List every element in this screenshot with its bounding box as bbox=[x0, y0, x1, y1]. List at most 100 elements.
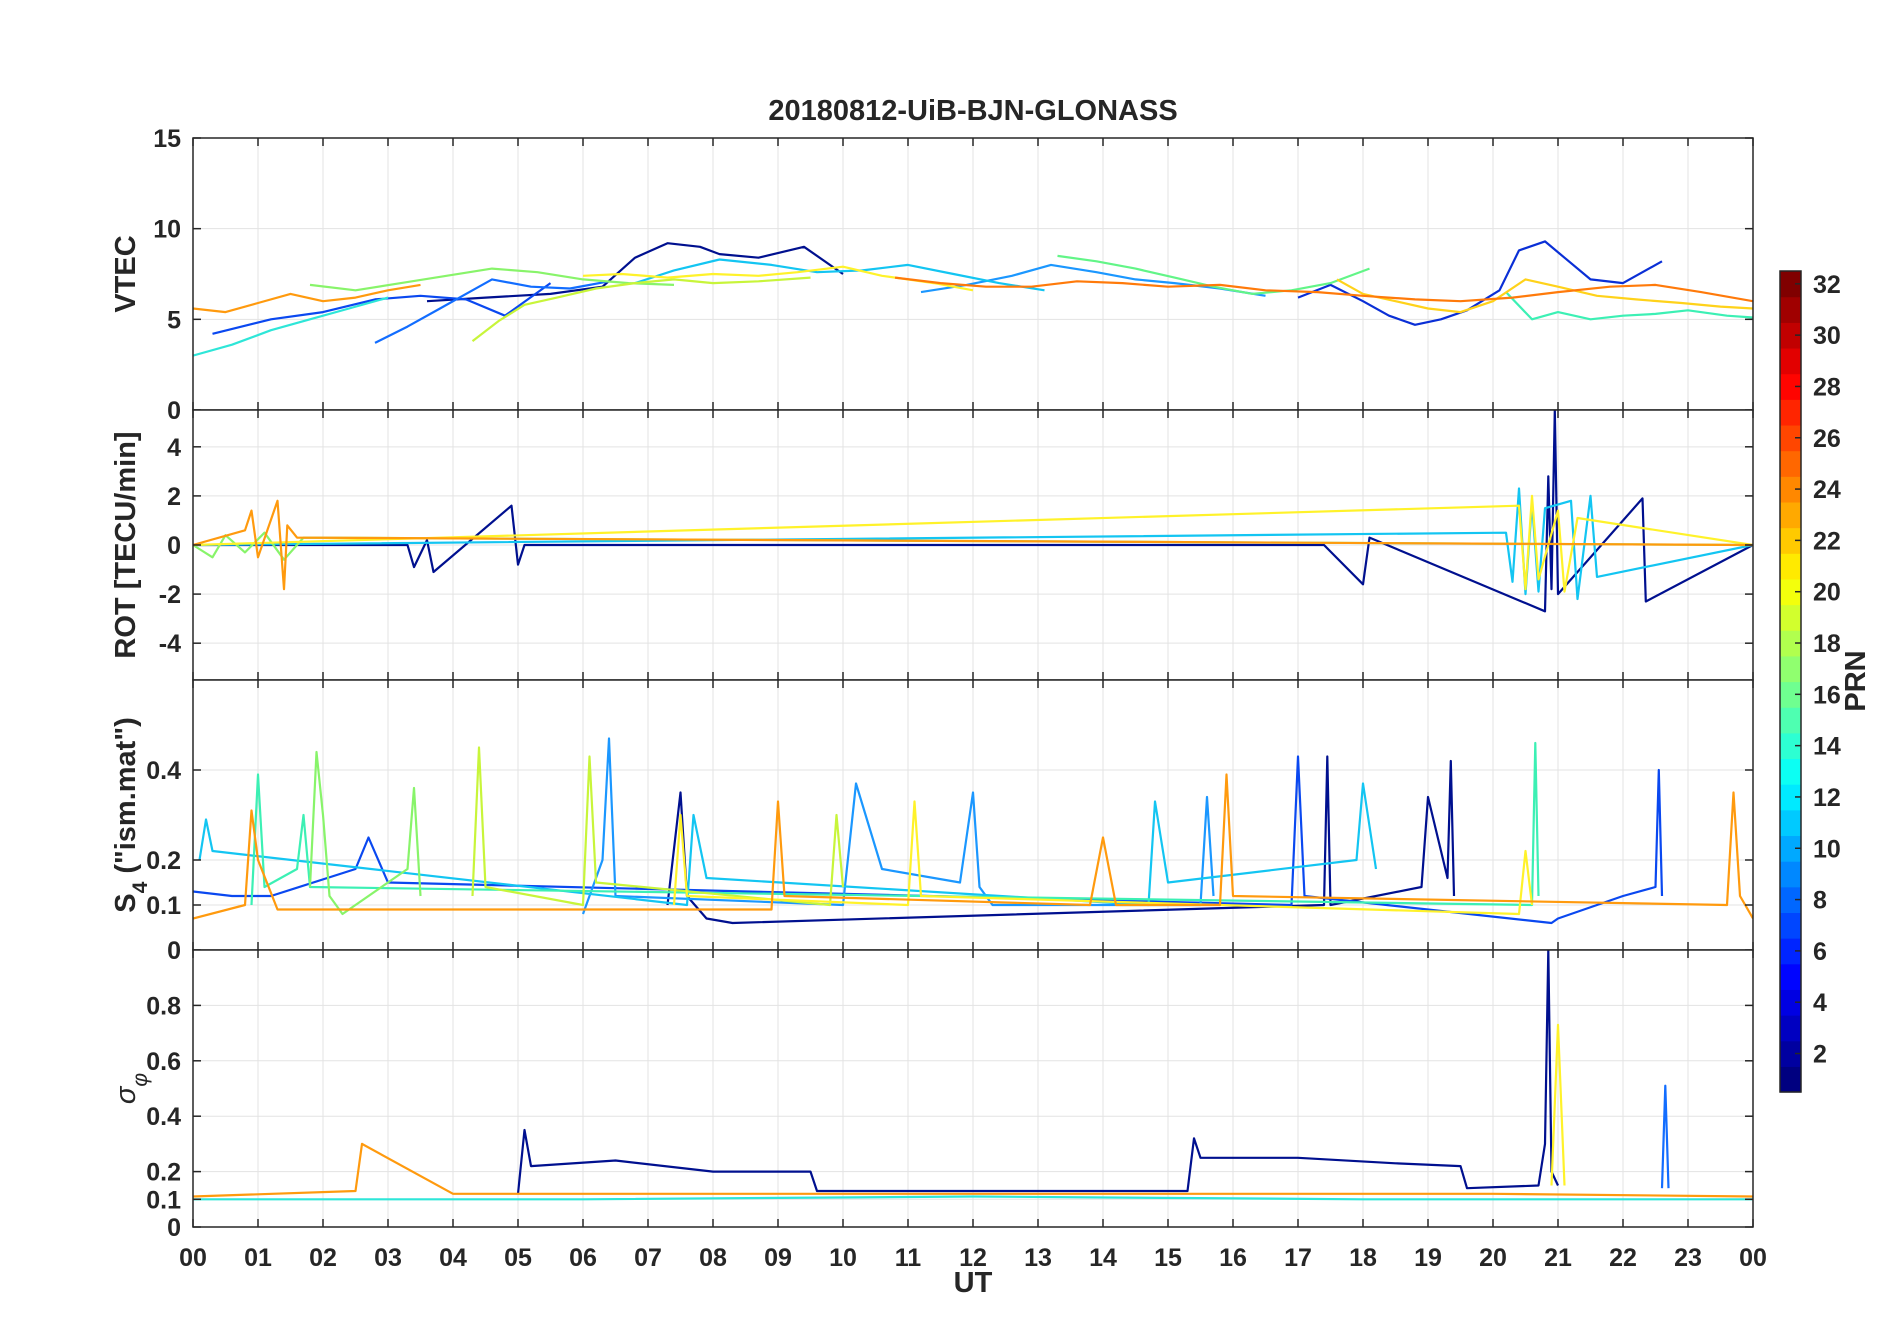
y-tick-label-s4-3: 0.4 bbox=[146, 757, 181, 785]
x-tick-label-7: 07 bbox=[634, 1244, 662, 1272]
colorbar-label: PRN bbox=[1840, 650, 1872, 711]
x-tick-label-4: 04 bbox=[439, 1244, 467, 1272]
y-tick-label-sigma_phi-0: 0 bbox=[167, 1214, 181, 1242]
colorbar-swatch-10 bbox=[1780, 835, 1801, 862]
y-tick-label-sigma_phi-5: 0.8 bbox=[146, 992, 181, 1020]
series-line-sigma_phi-prn-20 bbox=[1550, 1023, 1566, 1186]
colorbar-tick-label-14: 30 bbox=[1813, 322, 1841, 350]
x-tick-label-11: 11 bbox=[895, 1244, 922, 1272]
y-tick-label-s4-0: 0 bbox=[167, 937, 181, 965]
colorbar-swatch-1 bbox=[1780, 1066, 1801, 1093]
colorbar-swatch-19 bbox=[1780, 604, 1801, 631]
y-axis-label-rot: ROT [TECU/min] bbox=[110, 431, 142, 658]
colorbar-tick-label-8: 18 bbox=[1813, 630, 1841, 658]
series-line-vtec-prn-24 bbox=[894, 276, 1753, 303]
colorbar-swatch-29 bbox=[1780, 347, 1801, 375]
y-tick-label-sigma_phi-1: 0.1 bbox=[146, 1186, 181, 1214]
series-line-vtec-prn-15 bbox=[1057, 254, 1370, 295]
series-group-sigma_phi bbox=[193, 950, 1753, 1201]
series-line-rot-prn-20 bbox=[193, 494, 1753, 593]
series-group-s4 bbox=[193, 737, 1753, 925]
series-line-vtec-prn-21 bbox=[1336, 278, 1753, 314]
y-tick-label-vtec-0: 0 bbox=[167, 397, 181, 425]
y-tick-label-sigma_phi-2: 0.2 bbox=[146, 1159, 181, 1187]
x-tick-labels: 00 01 02 03 04 05 06 07 08 09 10 11 12 13 14 15 16 17 18 19… bbox=[179, 1244, 1767, 1272]
colorbar-swatch-5 bbox=[1780, 963, 1801, 990]
series-line-vtec-prn-9 bbox=[920, 263, 1266, 297]
chart-title: 20180812-UiB-BJN-GLONASS bbox=[768, 95, 1177, 127]
series-group-rot bbox=[193, 410, 1753, 613]
series-line-s4-prn-5 bbox=[193, 755, 1664, 925]
colorbar-tick-label-1: 4 bbox=[1813, 989, 1827, 1017]
colorbar-swatch-24 bbox=[1780, 476, 1801, 503]
colorbar-swatch-27 bbox=[1780, 399, 1801, 426]
series-line-s4-prn-11 bbox=[198, 782, 1378, 907]
colorbar-swatch-4 bbox=[1780, 989, 1801, 1016]
panel-s4: 0 0.1 0.2 0.4S4 ("ism.mat") bbox=[110, 679, 1754, 965]
x-tick-label-14: 14 bbox=[1089, 1244, 1117, 1272]
colorbar-swatch-2 bbox=[1780, 1040, 1801, 1067]
y-tick-label-vtec-2: 10 bbox=[153, 216, 181, 244]
colorbar-swatch-18 bbox=[1780, 630, 1801, 657]
colorbar-swatch-8 bbox=[1780, 886, 1801, 914]
y-axis-label-vtec: VTEC bbox=[110, 235, 142, 312]
colorbar-tick-label-2: 6 bbox=[1813, 938, 1827, 966]
colorbar-tick-label-3: 8 bbox=[1813, 887, 1827, 915]
colorbar-tick-label-11: 24 bbox=[1813, 476, 1841, 504]
series-line-s4-prn-14 bbox=[250, 741, 1540, 907]
colorbar-swatch-30 bbox=[1780, 322, 1801, 349]
colorbar-swatch-3 bbox=[1780, 1015, 1801, 1042]
y-axis-label-s4: S4 ("ism.mat") bbox=[110, 717, 152, 913]
colorbar-swatch-25 bbox=[1780, 450, 1801, 477]
x-tick-label-24: 00 bbox=[1739, 1244, 1767, 1272]
colorbar-tick-label-7: 16 bbox=[1813, 681, 1841, 709]
x-tick-label-8: 08 bbox=[699, 1244, 727, 1272]
x-tick-label-9: 09 bbox=[764, 1244, 792, 1272]
colorbar-swatch-11 bbox=[1780, 809, 1801, 837]
series-line-vtec-prn-13 bbox=[193, 296, 389, 357]
series-line-s4-prn-23 bbox=[193, 773, 1753, 920]
series-line-sigma_phi-prn-13 bbox=[193, 1195, 1753, 1201]
colorbar-swatch-17 bbox=[1780, 655, 1801, 683]
colorbar-swatch-26 bbox=[1780, 424, 1801, 452]
x-tick-label-16: 16 bbox=[1219, 1244, 1247, 1272]
y-tick-label-vtec-3: 15 bbox=[153, 125, 181, 153]
colorbar-swatch-23 bbox=[1780, 501, 1801, 529]
y-tick-label-rot-1: -2 bbox=[159, 581, 181, 609]
colorbar-tick-label-9: 20 bbox=[1813, 579, 1841, 607]
colorbar-swatch-7 bbox=[1780, 912, 1801, 939]
y-tick-label-rot-3: 2 bbox=[167, 483, 181, 511]
x-tick-label-1: 01 bbox=[244, 1244, 272, 1272]
colorbar-swatch-20 bbox=[1780, 578, 1801, 606]
series-line-rot-prn-2 bbox=[193, 410, 1753, 613]
series-line-vtec-prn-11 bbox=[634, 258, 1045, 292]
colorbar-frame bbox=[1779, 270, 1802, 1093]
y-tick-label-sigma_phi-3: 0.4 bbox=[146, 1103, 181, 1131]
x-axis-label: UT bbox=[954, 1267, 993, 1299]
colorbar-swatch-9 bbox=[1780, 861, 1801, 888]
panel-vtec: 0 5 10 15 VTEC bbox=[110, 125, 1754, 425]
colorbar-swatch-15 bbox=[1780, 707, 1801, 734]
series-line-rot-prn-23 bbox=[193, 499, 1753, 591]
colorbar-tick-label-10: 22 bbox=[1813, 527, 1841, 555]
x-tick-label-20: 20 bbox=[1479, 1244, 1507, 1272]
x-tick-label-18: 18 bbox=[1349, 1244, 1377, 1272]
x-tick-label-12: 12 bbox=[959, 1244, 987, 1272]
series-group-vtec bbox=[193, 240, 1753, 357]
y-axis-label-sigma_phi: σφ bbox=[110, 1073, 152, 1105]
series-line-sigma_phi-prn-7 bbox=[1660, 1084, 1670, 1189]
series-line-vtec-prn-16 bbox=[309, 267, 675, 292]
x-tick-label-6: 06 bbox=[569, 1244, 597, 1272]
series-line-vtec-prn-23 bbox=[193, 283, 421, 314]
series-line-vtec-prn-2 bbox=[426, 242, 844, 303]
series-line-vtec-prn-5 bbox=[212, 282, 552, 335]
colorbar-swatch-22 bbox=[1780, 527, 1801, 554]
colorbar-tick-label-0: 2 bbox=[1813, 1041, 1827, 1069]
series-line-vtec-prn-14 bbox=[1505, 291, 1753, 321]
colorbar-swatch-16 bbox=[1780, 681, 1801, 708]
colorbar-tick-label-4: 10 bbox=[1813, 835, 1841, 863]
x-tick-label-17: 17 bbox=[1284, 1244, 1312, 1272]
y-tick-label-rot-0: -4 bbox=[159, 630, 181, 658]
series-line-s4-prn-18 bbox=[471, 746, 845, 907]
